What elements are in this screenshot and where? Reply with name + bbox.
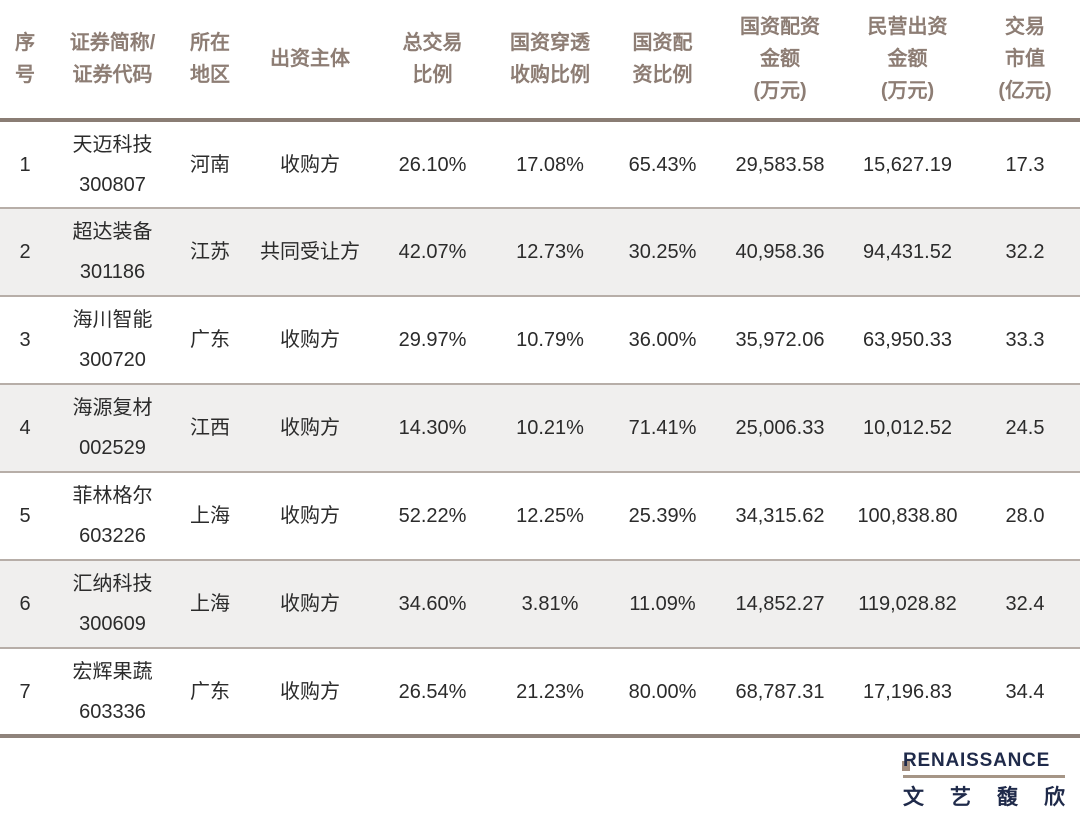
cell-private-amount: 94,431.52 — [845, 207, 970, 296]
column-header-market_value: 交易 市值 (亿元) — [970, 0, 1080, 122]
cell-entity: 共同受让方 — [245, 207, 375, 296]
column-header-allocation_amount: 国资配资 金额 (万元) — [715, 0, 845, 122]
cell-penetration-ratio: 12.25% — [490, 471, 610, 560]
cell-allocation-ratio: 36.00% — [610, 295, 715, 384]
cell-penetration-ratio: 10.79% — [490, 295, 610, 384]
cell-market-value: 28.0 — [970, 471, 1080, 560]
renaissance-logo: RENAISSANCE 文 艺 馥 欣 — [902, 750, 1065, 810]
logo-underline — [903, 774, 1065, 778]
cell-name-code: 菲林格尔 603226 — [50, 471, 175, 560]
cell-entity: 收购方 — [245, 383, 375, 472]
cell-entity: 收购方 — [245, 295, 375, 384]
cell-private-amount: 17,196.83 — [845, 647, 970, 738]
table-row: 5 菲林格尔 603226 上海 收购方 52.22% 12.25% 25.39… — [0, 471, 1080, 560]
table-row: 4 海源复材 002529 江西 收购方 14.30% 10.21% 71.41… — [0, 383, 1080, 472]
cell-penetration-ratio: 10.21% — [490, 383, 610, 472]
table-body: 1 天迈科技 300807 河南 收购方 26.10% 17.08% 65.43… — [0, 120, 1080, 738]
cell-private-amount: 119,028.82 — [845, 559, 970, 648]
cell-private-amount: 15,627.19 — [863, 153, 952, 176]
logo-wordmark-rest: ENAISSANCE — [917, 750, 1051, 771]
column-header-total_ratio: 总交易 比例 — [375, 0, 490, 122]
cell-region: 广东 — [175, 295, 245, 384]
cell-name-code: 宏辉果蔬 603336 — [50, 647, 175, 738]
cell-total-ratio: 52.22% — [375, 471, 490, 560]
column-header-private_amount: 民营出资 金额 (万元) — [845, 0, 970, 122]
cell-allocation-ratio: 11.09% — [610, 559, 715, 648]
cell-entity: 收购方 — [280, 153, 340, 176]
cell-name-code: 天迈科技 300807 — [72, 133, 153, 196]
cell-market-value: 24.5 — [970, 383, 1080, 472]
column-header-num: 序 号 — [0, 0, 50, 122]
cell-allocation-amount: 29,583.58 — [735, 153, 825, 176]
cell-allocation-amount: 68,787.31 — [715, 647, 845, 738]
table-row: 1 天迈科技 300807 河南 收购方 26.10% 17.08% 65.43… — [0, 120, 1080, 208]
column-header-entity: 出资主体 — [245, 0, 375, 122]
cell-total-ratio: 42.07% — [375, 207, 490, 296]
cell-total-ratio: 26.10% — [398, 153, 467, 176]
footer: RENAISSANCE 文 艺 馥 欣 — [0, 738, 1080, 823]
cell-region: 河南 — [190, 153, 230, 176]
cell-penetration-ratio: 3.81% — [490, 559, 610, 648]
cell-total-ratio: 29.97% — [375, 295, 490, 384]
cell-market-value: 32.4 — [970, 559, 1080, 648]
table-row: 3 海川智能 300720 广东 收购方 29.97% 10.79% 36.00… — [0, 295, 1080, 384]
cell-allocation-ratio: 80.00% — [610, 647, 715, 738]
cell-name-code: 海川智能 300720 — [50, 295, 175, 384]
cell-total-ratio: 34.60% — [375, 559, 490, 648]
cell-allocation-ratio: 30.25% — [610, 207, 715, 296]
logo-r-mark: R — [902, 750, 918, 771]
cell-region: 上海 — [175, 559, 245, 648]
cell-market-value: 34.4 — [970, 647, 1080, 738]
table-row: 7 宏辉果蔬 603336 广东 收购方 26.54% 21.23% 80.00… — [0, 647, 1080, 738]
cell-allocation-ratio: 71.41% — [610, 383, 715, 472]
column-header-name_code: 证券简称/ 证券代码 — [50, 0, 175, 122]
cell-region: 江苏 — [175, 207, 245, 296]
cell-total-ratio: 26.54% — [375, 647, 490, 738]
cell-index: 1 — [19, 153, 31, 176]
logo-chinese-name: 文 艺 馥 欣 — [903, 785, 1065, 809]
cell-region: 广东 — [175, 647, 245, 738]
cell-entity: 收购方 — [245, 559, 375, 648]
cell-name-code: 海源复材 002529 — [50, 383, 175, 472]
cell-region: 上海 — [175, 471, 245, 560]
cell-penetration-ratio: 12.73% — [490, 207, 610, 296]
cell-allocation-amount: 40,958.36 — [715, 207, 845, 296]
cell-index: 2 — [0, 207, 50, 296]
table-row: 2 超达装备 301186 江苏 共同受让方 42.07% 12.73% 30.… — [0, 207, 1080, 296]
table-header-row: 序 号证券简称/ 证券代码 所在 地区 出资主体 总交易 比例 国资穿透 收购比例 国资配… — [0, 0, 1080, 122]
table-row: 6 汇纳科技 300609 上海 收购方 34.60% 3.81% 11.09%… — [0, 559, 1080, 648]
cell-allocation-ratio: 25.39% — [610, 471, 715, 560]
cell-region: 江西 — [175, 383, 245, 472]
cell-index: 7 — [0, 647, 50, 738]
column-header-allocation_ratio: 国资配 资比例 — [610, 0, 715, 122]
logo-wordmark: RENAISSANCE — [902, 750, 1065, 772]
cell-allocation-amount: 35,972.06 — [715, 295, 845, 384]
column-header-region: 所在 地区 — [175, 0, 245, 122]
table-header: 序 号证券简称/ 证券代码 所在 地区 出资主体 总交易 比例 国资穿透 收购比例 国资配… — [0, 0, 1080, 122]
cell-entity: 收购方 — [245, 471, 375, 560]
cell-index: 6 — [0, 559, 50, 648]
cell-market-value: 33.3 — [970, 295, 1080, 384]
cell-penetration-ratio: 21.23% — [490, 647, 610, 738]
cell-total-ratio: 14.30% — [375, 383, 490, 472]
cell-name-code: 汇纳科技 300609 — [50, 559, 175, 648]
cell-index: 3 — [0, 295, 50, 384]
cell-allocation-amount: 25,006.33 — [715, 383, 845, 472]
cell-market-value: 32.2 — [970, 207, 1080, 296]
cell-index: 4 — [0, 383, 50, 472]
cell-allocation-ratio: 65.43% — [628, 153, 697, 176]
cell-penetration-ratio: 17.08% — [516, 153, 584, 176]
cell-allocation-amount: 34,315.62 — [715, 471, 845, 560]
cell-index: 5 — [0, 471, 50, 560]
cell-name-code: 超达装备 301186 — [50, 207, 175, 296]
cell-private-amount: 100,838.80 — [845, 471, 970, 560]
column-header-penetration_ratio: 国资穿透 收购比例 — [490, 0, 610, 122]
cell-entity: 收购方 — [245, 647, 375, 738]
securities-table: 序 号证券简称/ 证券代码 所在 地区 出资主体 总交易 比例 国资穿透 收购比例 国资配… — [0, 0, 1080, 738]
cell-private-amount: 63,950.33 — [845, 295, 970, 384]
cell-allocation-amount: 14,852.27 — [715, 559, 845, 648]
cell-market-value: 17.3 — [1005, 153, 1045, 176]
cell-private-amount: 10,012.52 — [845, 383, 970, 472]
